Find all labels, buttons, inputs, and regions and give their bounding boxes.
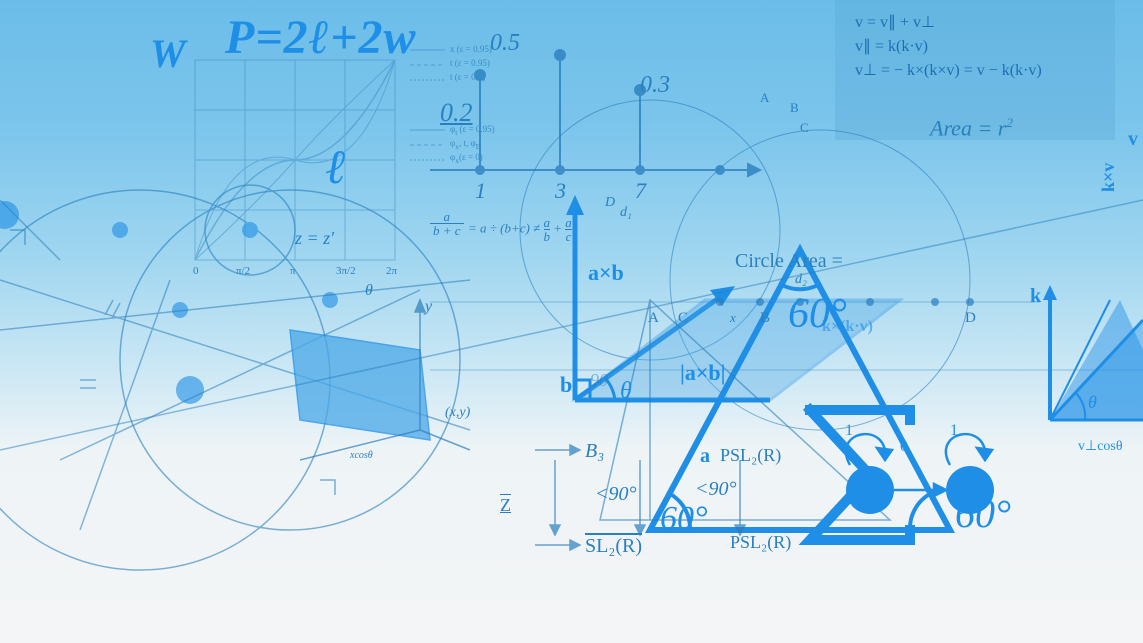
tick-1: 1 xyxy=(475,178,486,204)
tick-3: 3 xyxy=(555,178,566,204)
pt-D: D xyxy=(965,310,976,327)
vec-eq-3: v⊥ = − k×(k×v) = v − k(k·v) xyxy=(855,60,1042,80)
legend-2: t (ε = 0.95) xyxy=(450,58,490,68)
legend-5: φx, t, φB xyxy=(450,138,481,151)
axb-mag: |a×b| xyxy=(680,360,725,386)
math-illustration-canvas: P=2ℓ+2w W ℓ 0.5 0.3 0.2 1 3 7 z = z′ 0 π… xyxy=(0,0,1143,643)
angle-60-br: 60° xyxy=(955,490,1011,537)
a-vec: a xyxy=(700,445,710,468)
angle-90-2: <90° xyxy=(695,478,737,501)
angle-90-1: <90° xyxy=(595,483,637,506)
b3-label: B₃ xyxy=(585,440,604,463)
script-l: ℓ xyxy=(325,140,345,195)
xcos: xcosθ xyxy=(350,450,373,461)
fraction-rhs: = a ÷ (b+c) ≠ a b + a c xyxy=(468,216,572,243)
angle-60-bl: 60° xyxy=(660,500,708,538)
tick-7: 7 xyxy=(635,178,646,204)
d2-label: d₂ xyxy=(795,272,807,288)
area-r2: Area = r2 xyxy=(930,115,1013,141)
psl2-label-1: PSL₂(R) xyxy=(720,445,781,466)
theta-left: θ xyxy=(365,282,373,300)
w-label: W xyxy=(150,30,186,77)
legend-1: x (ε = 0.95) xyxy=(450,44,492,54)
pt-B2: B xyxy=(790,100,799,116)
pi-2: π/2 xyxy=(236,265,250,277)
circle-area: Circle Area = xyxy=(735,250,843,273)
pt-C: C xyxy=(678,310,688,327)
v-edge: v xyxy=(1128,128,1138,151)
z-eq: z = z′ xyxy=(295,228,334,249)
pi-2b: 2π xyxy=(386,265,397,277)
legend-3: t (ε = 0.8) xyxy=(450,72,485,82)
vec-eq-1: v = v∥ + v⊥ xyxy=(855,12,935,32)
kxv-label: k×v xyxy=(1098,163,1119,192)
k-label: k xyxy=(1030,285,1041,308)
loop-1a: 1 xyxy=(845,422,853,440)
pt-x: x xyxy=(730,310,736,326)
pi-0: 0 xyxy=(193,265,199,277)
pi: π xyxy=(290,265,296,277)
vec-eq-2: v∥ = k(k·v) xyxy=(855,36,928,56)
b-vec: b xyxy=(560,372,572,398)
sl2r-label: SL₂(R) xyxy=(585,535,642,558)
pi-32: 3π/2 xyxy=(336,265,356,277)
vcos-label: v⊥cosθ xyxy=(1078,438,1123,455)
d1-label: d₁ xyxy=(620,205,632,221)
perimeter-formula: P=2ℓ+2w xyxy=(225,10,417,65)
pt-B: B xyxy=(760,310,770,327)
D-label: D xyxy=(605,195,615,211)
num-03: 0.3 xyxy=(640,72,670,99)
pt-A2: A xyxy=(760,90,769,106)
axb-label: a×b xyxy=(588,260,624,286)
loop-1b: 1 xyxy=(950,422,958,440)
pt-C2: C xyxy=(800,120,809,136)
num-05: 0.5 xyxy=(490,30,520,57)
pt-A: A xyxy=(648,310,659,327)
x-axis: (x,y) xyxy=(445,405,470,421)
psl2-label-2: PSL₂(R) xyxy=(730,532,791,553)
num-90: 90 xyxy=(590,370,608,391)
legend-4: φt (ε = 0.95) xyxy=(450,124,495,137)
theta-center: θ xyxy=(620,378,632,405)
kxv-label-2: k×(k·v) xyxy=(822,318,873,336)
loop-0: 0 xyxy=(900,438,908,456)
theta-right: θ xyxy=(1088,392,1097,413)
z-label: Z xyxy=(500,495,511,516)
legend-6: φx(ε = 0) xyxy=(450,152,483,165)
fraction-formula: a b + c xyxy=(430,210,464,237)
y-axis: y xyxy=(425,298,432,316)
